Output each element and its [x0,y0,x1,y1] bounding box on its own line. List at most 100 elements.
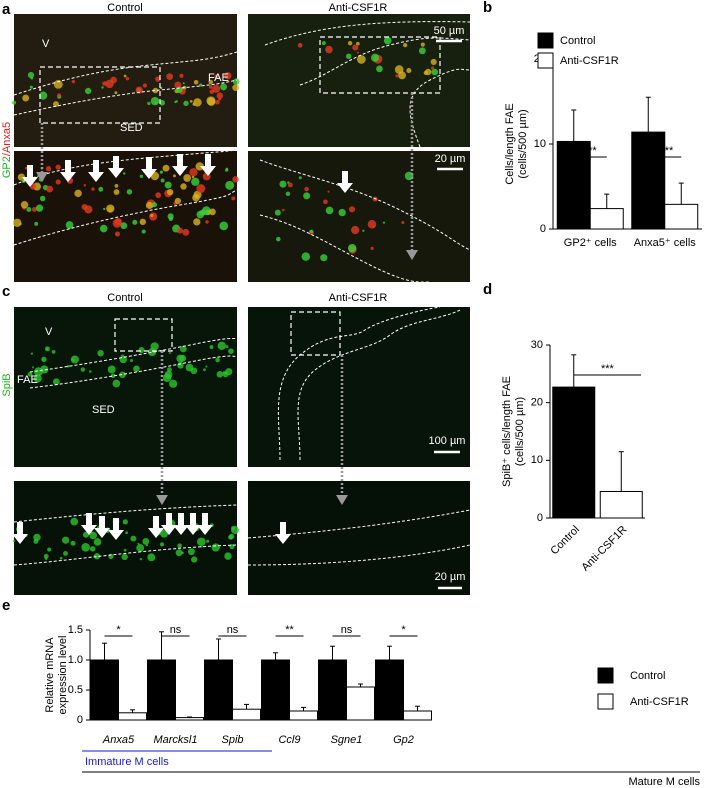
stain-signal [216,370,224,378]
stain-signal [362,229,365,232]
stain-signal [216,92,224,99]
stain-signal [209,345,214,349]
stain-signal [121,553,128,561]
bar [631,131,666,230]
stain-signal [325,206,334,215]
stain-signal [274,209,281,216]
stain-signal [63,551,68,556]
stain-signal [231,526,235,530]
micrograph [248,307,470,467]
stain-signal [224,552,232,560]
micrograph [248,151,470,282]
stain-signal [176,227,183,234]
group-label: Mature M cells [628,776,700,788]
bar [90,659,119,721]
stain-name: GP2 [1,156,13,178]
stain-signal [174,197,182,205]
y-tick-label: 0 [540,223,546,235]
stain-signal [103,207,106,211]
stain-signal [383,36,392,45]
stain-signal [93,538,102,546]
y-axis-label: SpiB⁺ cells/length FAE [501,376,513,487]
stain-signal [31,206,37,212]
stain-signal [33,533,41,542]
scale-bar-label: 20 µm [435,153,466,165]
stain-signal [298,176,302,180]
stain-signal [22,94,30,102]
y-axis-label: Relative mRNA [44,637,56,713]
stain-signal [93,553,101,560]
stain-signal [67,364,70,368]
stain-signal [112,379,121,388]
stain-signal [423,70,429,76]
stain-signal [222,371,229,378]
stain-signal [152,87,159,94]
stain-signal [347,40,353,46]
stain-signal [191,175,195,179]
stain-signal [327,190,330,193]
stain-signal [206,96,216,106]
stain-signal [205,220,209,224]
stain-signal [65,221,74,229]
stain-signal [224,72,232,80]
stain-signal [13,218,22,227]
bar [403,710,432,721]
stain-signal [276,236,281,242]
stain-signal [145,201,154,210]
stain-signal [196,210,205,219]
stain-signal [26,206,32,212]
stain-signal [71,79,76,84]
y-axis-label: (cells/500 µm) [514,397,526,466]
stain-signal [41,356,47,362]
stain-signal [114,184,119,188]
stain-signal [142,83,148,88]
stain-signal [132,219,138,225]
stain-signal [394,65,404,74]
stain-signal [168,216,173,222]
stain-signal [232,78,240,85]
stain-signal [431,66,435,70]
column-title: Control [107,2,142,14]
y-tick-label: 30 [531,339,543,351]
legend-label: Anti-CSF1R [630,696,689,708]
stain-signal [39,91,48,100]
stain-signal [147,101,151,106]
y-axis-label: expression level [57,636,69,715]
y-tick-label: 10 [531,454,543,466]
panel-label: e [2,597,10,614]
stain-signal [130,535,137,542]
stain-signal [51,350,56,354]
stain-signal [129,358,134,363]
stain-signal [303,192,311,200]
stain-signal [43,553,49,559]
stain-signal [338,208,346,217]
stain-signal [279,180,287,188]
stain-signal [345,53,352,60]
stain-signal [402,42,408,48]
stain-signal [395,74,399,78]
stain-signal [193,218,201,226]
stain-signal [225,180,235,190]
y-tick-label: 1.0 [68,654,83,666]
stain-signal [30,76,34,80]
stain-signal [39,195,46,202]
scale-bar-label: 20 µm [435,571,466,583]
legend-label: Control [630,670,665,682]
stain-signal [17,173,26,181]
stain-signal [53,79,63,89]
stain-label: SpiB [1,373,13,396]
x-tick-label: Anxa5⁺ cells [634,237,697,249]
stain-signal [107,365,116,374]
legend-label: Anti-CSF1R [560,55,619,67]
stain-signal [159,99,165,106]
bar [232,708,261,721]
stain-signal [173,174,176,178]
stain-signal [47,547,52,552]
stain-signal [183,174,192,182]
stain-signal [139,557,143,561]
legend-swatch [597,693,614,710]
scale-bar-label: 50 µm [434,25,465,37]
stain-signal [155,192,162,199]
column-title: Anti-CSF1R [329,2,388,14]
stain-signal [208,79,214,85]
